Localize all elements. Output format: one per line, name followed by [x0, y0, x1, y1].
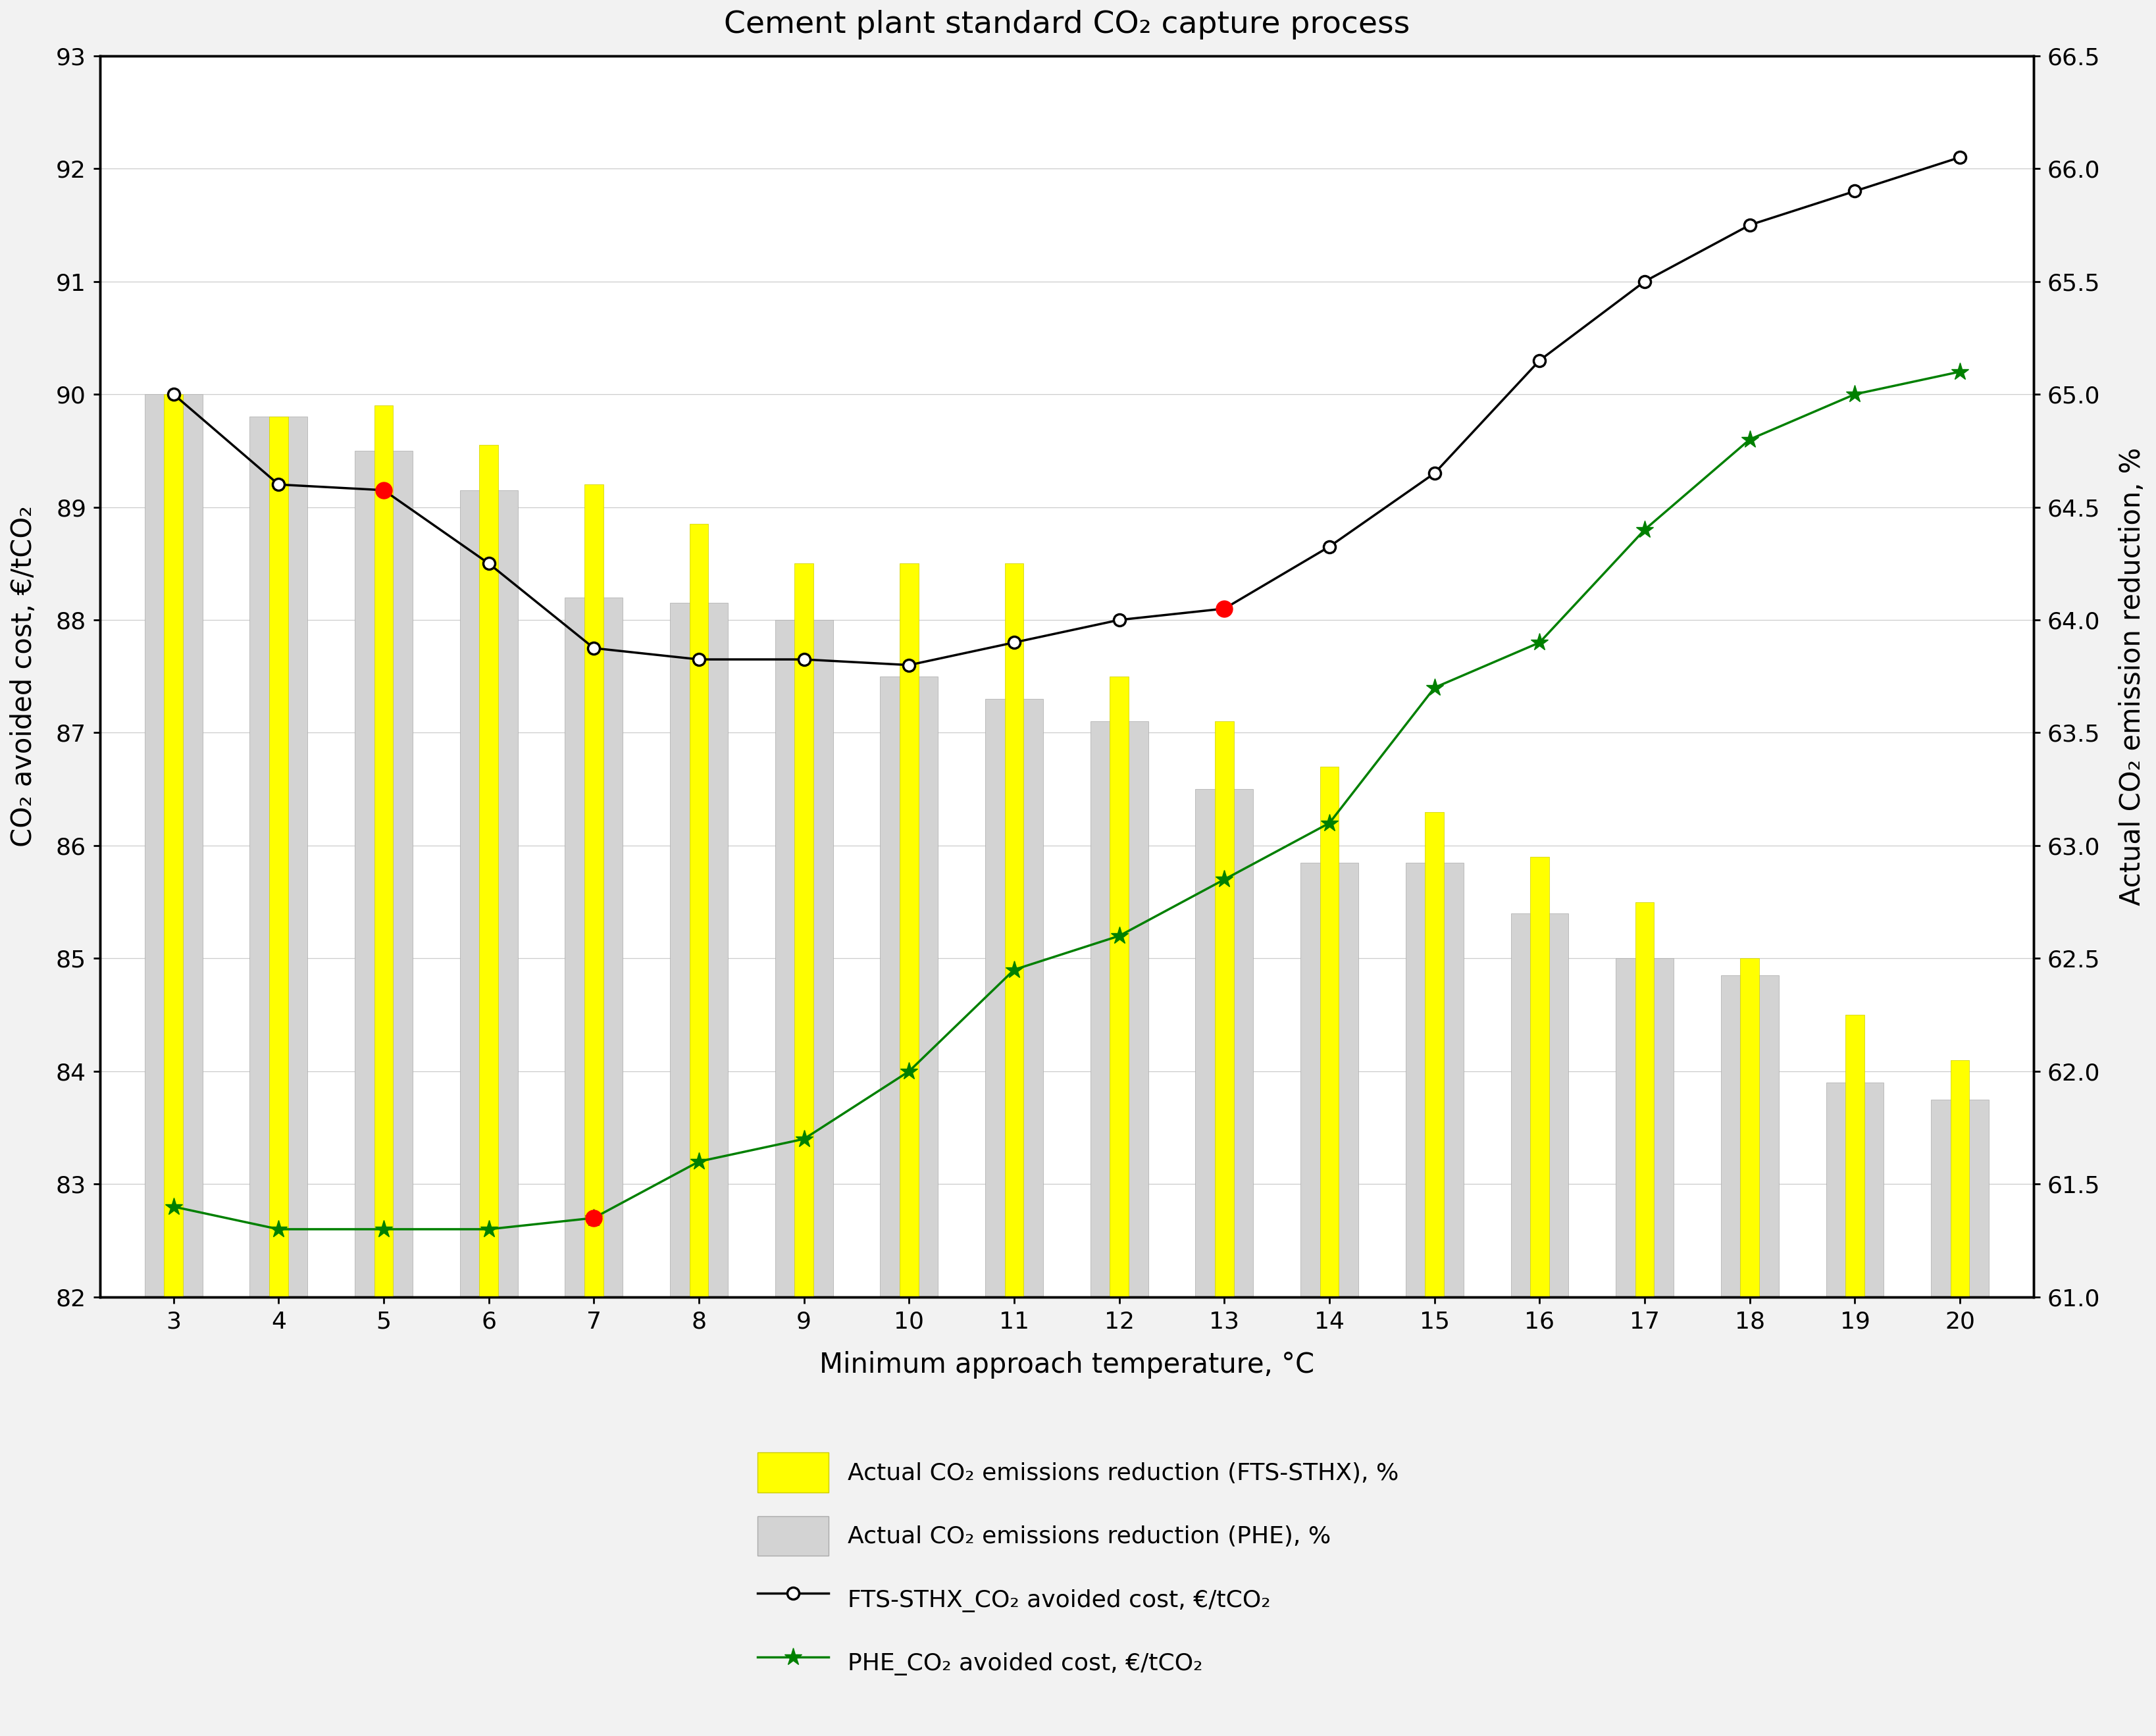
Bar [1214, 722, 1233, 1297]
Bar [1951, 1061, 1968, 1297]
Bar [1634, 903, 1654, 1297]
Bar [375, 406, 392, 1297]
Bar [1511, 913, 1570, 1297]
Bar [899, 564, 918, 1297]
Bar [270, 417, 289, 1297]
Bar [144, 394, 203, 1297]
Bar [565, 597, 623, 1297]
Bar [164, 394, 183, 1297]
Bar [796, 564, 813, 1297]
Bar [1319, 767, 1339, 1297]
Bar [584, 484, 604, 1297]
Bar [459, 490, 517, 1297]
Bar [1406, 863, 1464, 1297]
Bar [690, 524, 709, 1297]
Bar [671, 602, 729, 1297]
Bar [1740, 958, 1759, 1297]
Bar [479, 444, 498, 1297]
Bar [985, 700, 1044, 1297]
Bar [1531, 858, 1548, 1297]
Bar [1425, 812, 1445, 1297]
Bar [880, 677, 938, 1297]
Bar [1932, 1099, 1988, 1297]
Bar [356, 451, 412, 1297]
Bar [1300, 863, 1358, 1297]
Bar [1846, 1016, 1865, 1297]
Bar [1720, 976, 1779, 1297]
Bar [1091, 722, 1149, 1297]
Bar [1005, 564, 1024, 1297]
Bar [1615, 958, 1673, 1297]
X-axis label: Minimum approach temperature, °C: Minimum approach temperature, °C [819, 1351, 1315, 1378]
Bar [1826, 1083, 1884, 1297]
Bar [250, 417, 308, 1297]
Bar [776, 620, 832, 1297]
Y-axis label: CO₂ avoided cost, €/tCO₂: CO₂ avoided cost, €/tCO₂ [11, 505, 37, 847]
Y-axis label: Actual CO₂ emission reduction, %: Actual CO₂ emission reduction, % [2119, 448, 2145, 906]
Title: Cement plant standard CO₂ capture process: Cement plant standard CO₂ capture proces… [724, 10, 1410, 40]
Bar [1194, 790, 1253, 1297]
Legend: Actual CO₂ emissions reduction (FTS-STHX), %, Actual CO₂ emissions reduction (PH: Actual CO₂ emissions reduction (FTS-STHX… [733, 1429, 1423, 1706]
Bar [1110, 677, 1130, 1297]
